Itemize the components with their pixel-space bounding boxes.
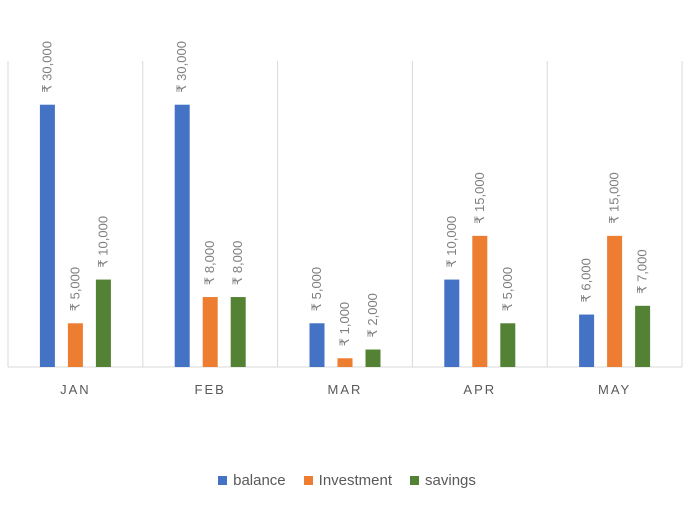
data-label: ₹ 5,000 bbox=[500, 267, 515, 311]
data-label: ₹ 30,000 bbox=[174, 41, 189, 93]
x-tick-label: APR bbox=[463, 382, 496, 397]
legend-swatch-investment bbox=[303, 476, 313, 485]
data-label: ₹ 8,000 bbox=[202, 241, 217, 285]
bar-balance-jan bbox=[39, 104, 55, 367]
data-label: ₹ 10,000 bbox=[95, 216, 110, 268]
legend-swatch-savings bbox=[410, 476, 420, 485]
bar-investment-apr bbox=[472, 235, 488, 367]
bar-investment-feb bbox=[202, 297, 218, 367]
data-label: ₹ 5,000 bbox=[309, 267, 324, 311]
legend-label-savings: savings bbox=[425, 472, 476, 489]
legend-swatch-balance bbox=[218, 476, 228, 485]
bar-savings-apr bbox=[500, 323, 516, 367]
data-label: ₹ 6,000 bbox=[579, 258, 594, 302]
x-tick-label: FEB bbox=[195, 382, 226, 397]
legend-item-investment: Investment bbox=[303, 472, 393, 489]
x-tick-label: MAY bbox=[598, 382, 631, 397]
data-label: ₹ 1,000 bbox=[337, 302, 352, 346]
x-tick-label: JAN bbox=[60, 382, 91, 397]
data-label: ₹ 10,000 bbox=[444, 216, 459, 268]
legend-item-balance: balance bbox=[218, 472, 286, 489]
data-label: ₹ 30,000 bbox=[39, 41, 54, 93]
bar-savings-mar bbox=[365, 349, 381, 367]
bar-savings-may bbox=[635, 305, 651, 367]
legend-label-balance: balance bbox=[233, 472, 286, 489]
bar-savings-jan bbox=[95, 279, 111, 367]
bar-balance-feb bbox=[174, 104, 190, 367]
legend-label-investment: Investment bbox=[318, 472, 393, 489]
data-label: ₹ 7,000 bbox=[635, 249, 650, 293]
bar-balance-may bbox=[579, 314, 595, 367]
legend-item-savings: savings bbox=[410, 472, 476, 489]
data-label: ₹ 8,000 bbox=[230, 241, 245, 285]
bar-investment-mar bbox=[337, 358, 353, 367]
bar-investment-jan bbox=[67, 323, 83, 367]
bar-savings-feb bbox=[230, 297, 246, 367]
legend: balance Investment savings bbox=[0, 472, 694, 489]
chart: ₹ 30,000 ₹ 5,000 ₹ 10,000 JAN ₹ 30,000 ₹ 8,00… bbox=[7, 41, 683, 397]
data-label: ₹ 5,000 bbox=[67, 267, 82, 311]
data-label: ₹ 15,000 bbox=[607, 172, 622, 224]
data-label: ₹ 2,000 bbox=[365, 293, 380, 337]
bar-balance-mar bbox=[309, 323, 325, 367]
data-label: ₹ 15,000 bbox=[472, 172, 487, 224]
bar-investment-may bbox=[607, 235, 623, 367]
x-tick-label: MAR bbox=[328, 382, 363, 397]
bar-balance-apr bbox=[444, 279, 460, 367]
